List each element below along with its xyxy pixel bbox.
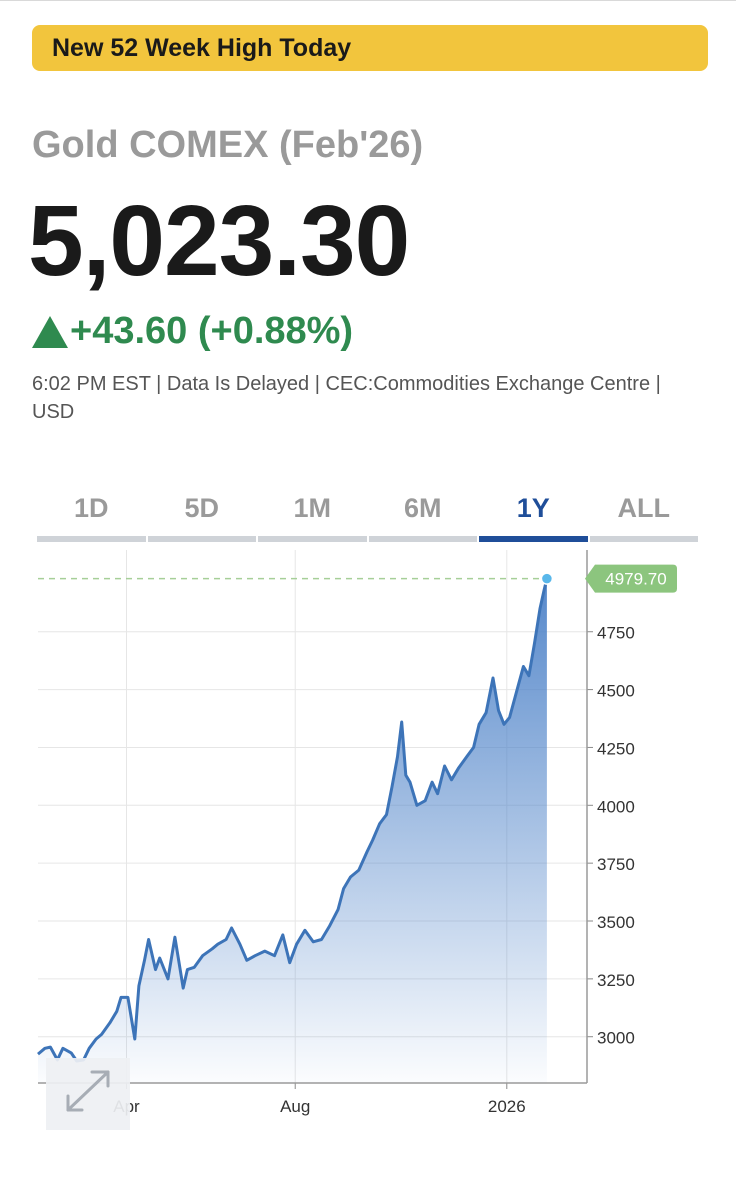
expand-chart-button[interactable] [46, 1058, 130, 1130]
y-tick-label: 4500 [597, 682, 635, 701]
tab-all[interactable]: ALL [587, 488, 698, 542]
price-change: +43.60 (+0.88%) [32, 310, 353, 353]
y-tick-label: 4250 [597, 739, 635, 758]
tab-1d[interactable]: 1D [37, 488, 146, 542]
series-line [37, 578, 549, 1063]
tab-1m[interactable]: 1M [256, 488, 367, 542]
tab-1y[interactable]: 1Y [477, 488, 588, 542]
triangle-up-icon [32, 315, 68, 348]
y-tick-label: 4750 [597, 624, 635, 643]
instrument-title: Gold COMEX (Feb'26) [32, 124, 424, 166]
y-tick-label: 4000 [597, 797, 635, 816]
last-price-dot [540, 572, 554, 585]
tab-label: 1M [293, 493, 331, 523]
expand-arrows-icon [66, 1070, 110, 1112]
time-range-tabs: 1D 5D 1M 6M 1Y ALL [37, 488, 698, 542]
tab-label: ALL [617, 493, 670, 523]
tab-6m[interactable]: 6M [366, 488, 477, 542]
y-tick-label: 3500 [597, 913, 635, 932]
chart-axes: 30003250350037504000425045004750AprAug20… [38, 550, 635, 1116]
chart-marks: 4979.70 [37, 564, 677, 1063]
price-change-value: +43.60 (+0.88%) [70, 310, 354, 352]
tab-label: 5D [184, 493, 219, 523]
y-tick-label: 3000 [597, 1029, 635, 1048]
x-tick-label: 2026 [488, 1097, 526, 1116]
series-area [38, 578, 547, 1083]
x-tick-label: Aug [280, 1097, 310, 1116]
tab-label: 6M [403, 493, 442, 523]
y-tick-label: 3250 [597, 971, 635, 990]
quote-metadata: 6:02 PM EST | Data Is Delayed | CEC:Comm… [32, 373, 661, 423]
tab-underline [479, 536, 588, 542]
last-price-label: 4979.70 [605, 570, 666, 589]
banner-text: New 52 Week High Today [52, 33, 352, 62]
last-price-badge [585, 564, 677, 593]
tab-underline [368, 536, 477, 542]
tab-5d[interactable]: 5D [145, 488, 256, 542]
top-divider [0, 0, 736, 1]
tab-underline [147, 536, 256, 542]
price-chart[interactable]: 30003250350037504000425045004750AprAug20… [0, 545, 736, 1135]
new-52-week-high-banner: New 52 Week High Today [32, 25, 708, 71]
y-tick-label: 3750 [597, 855, 635, 874]
tab-underline [258, 536, 367, 542]
tab-label: 1D [73, 493, 109, 523]
chart-area-layer [38, 578, 547, 1083]
tab-label: 1Y [516, 493, 550, 523]
last-price: 5,023.30 [28, 185, 410, 297]
tab-underline [37, 536, 146, 542]
tab-underline [589, 536, 698, 542]
